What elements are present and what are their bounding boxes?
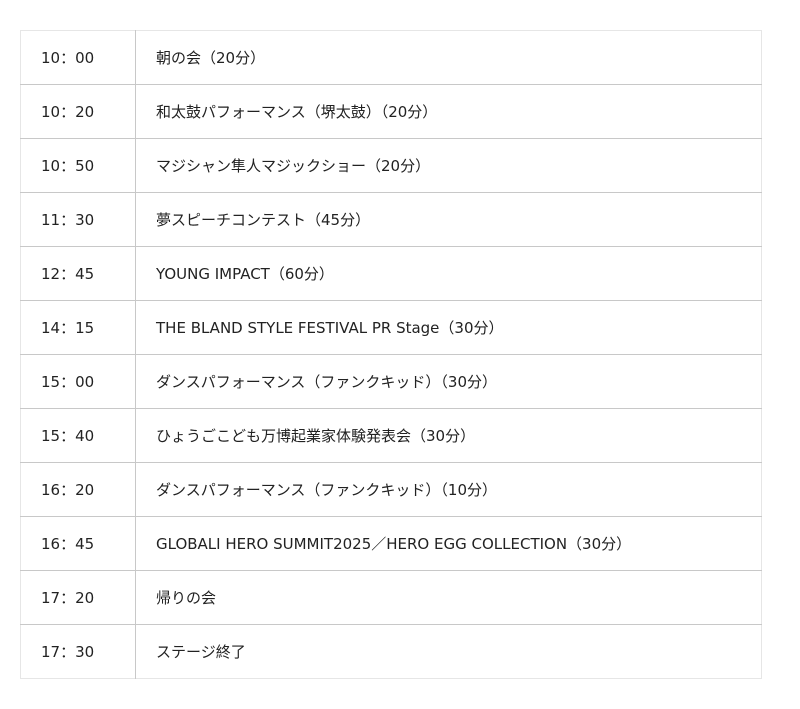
program-cell: 夢スピーチコンテスト（45分） <box>135 192 762 247</box>
time-cell: 16：20 <box>20 462 136 517</box>
time-cell: 12：45 <box>20 246 136 301</box>
program-cell: GLOBALI HERO SUMMIT2025／HERO EGG COLLECT… <box>135 516 762 571</box>
program-cell: 和太鼓パフォーマンス（堺太鼓）（20分） <box>135 84 762 139</box>
program-cell: ダンスパフォーマンス（ファンクキッド）（30分） <box>135 354 762 409</box>
time-cell: 10：20 <box>20 84 136 139</box>
schedule-row: 14：15 THE BLAND STYLE FESTIVAL PR Stage（3… <box>20 300 762 355</box>
schedule-row: 15：40 ひょうごこども万博起業家体験発表会（30分） <box>20 408 762 463</box>
time-cell: 17：30 <box>20 624 136 679</box>
program-cell: 朝の会（20分） <box>135 30 762 85</box>
time-cell: 11：30 <box>20 192 136 247</box>
time-cell: 14：15 <box>20 300 136 355</box>
schedule-row: 16：45 GLOBALI HERO SUMMIT2025／HERO EGG CO… <box>20 516 762 571</box>
schedule-row: 10：50 マジシャン隼人マジックショー（20分） <box>20 138 762 193</box>
time-cell: 15：40 <box>20 408 136 463</box>
program-cell: ダンスパフォーマンス（ファンクキッド）（10分） <box>135 462 762 517</box>
schedule-row: 10：00 朝の会（20分） <box>20 30 762 85</box>
schedule-row: 12：45 YOUNG IMPACT（60分） <box>20 246 762 301</box>
time-cell: 16：45 <box>20 516 136 571</box>
program-cell: マジシャン隼人マジックショー（20分） <box>135 138 762 193</box>
time-cell: 10：50 <box>20 138 136 193</box>
program-cell: THE BLAND STYLE FESTIVAL PR Stage（30分） <box>135 300 762 355</box>
schedule-row: 17：20 帰りの会 <box>20 570 762 625</box>
program-cell: 帰りの会 <box>135 570 762 625</box>
schedule-row: 16：20 ダンスパフォーマンス（ファンクキッド）（10分） <box>20 462 762 517</box>
time-cell: 10：00 <box>20 30 136 85</box>
program-cell: ひょうごこども万博起業家体験発表会（30分） <box>135 408 762 463</box>
time-cell: 17：20 <box>20 570 136 625</box>
program-cell: ステージ終了 <box>135 624 762 679</box>
schedule-row: 15：00 ダンスパフォーマンス（ファンクキッド）（30分） <box>20 354 762 409</box>
schedule-table: 10：00 朝の会（20分） 10：20 和太鼓パフォーマンス（堺太鼓）（20分） 10… <box>20 30 762 679</box>
time-cell: 15：00 <box>20 354 136 409</box>
program-cell: YOUNG IMPACT（60分） <box>135 246 762 301</box>
schedule-row: 17：30 ステージ終了 <box>20 624 762 679</box>
schedule-row: 10：20 和太鼓パフォーマンス（堺太鼓）（20分） <box>20 84 762 139</box>
schedule-row: 11：30 夢スピーチコンテスト（45分） <box>20 192 762 247</box>
